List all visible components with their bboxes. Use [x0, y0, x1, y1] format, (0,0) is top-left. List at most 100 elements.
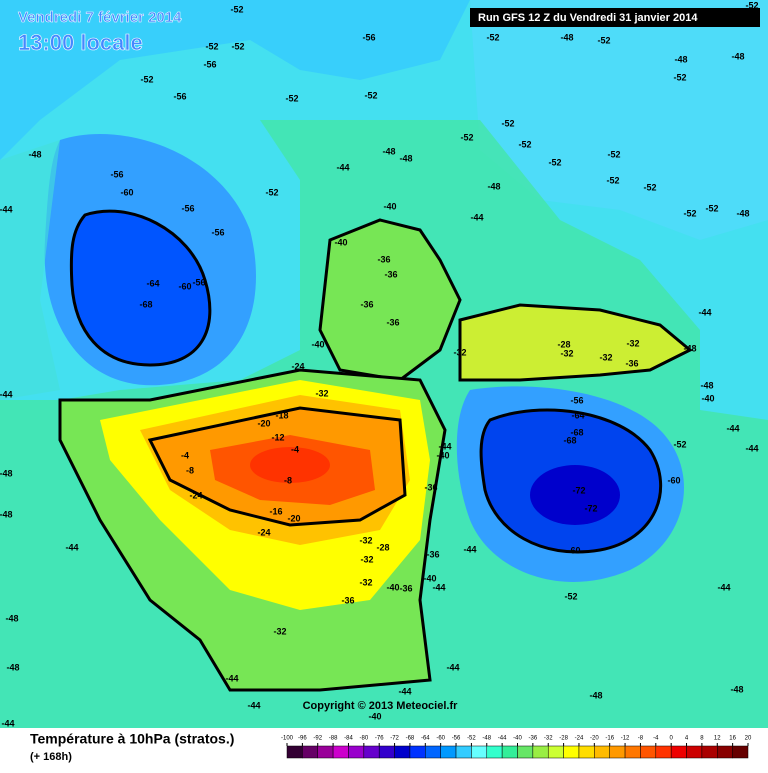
- legend-tick-label: 12: [714, 736, 721, 742]
- contour-label: -36: [341, 595, 354, 605]
- contour-label: -48: [5, 613, 18, 623]
- contour-label: -64: [146, 278, 159, 288]
- contour-label: -68: [570, 427, 583, 437]
- contour-label: -40: [311, 339, 324, 349]
- contour-label: -56: [192, 277, 205, 287]
- contour-label: -20: [287, 513, 300, 523]
- contour-label: -64: [571, 410, 584, 420]
- legend-tick-label: -52: [467, 736, 476, 742]
- contour-label: -44: [225, 673, 238, 683]
- contour-label: -56: [181, 203, 194, 213]
- legend-swatch: [378, 745, 395, 759]
- contour-label: -44: [0, 204, 13, 214]
- contour-label: -24: [257, 527, 270, 537]
- legend-swatch: [578, 745, 595, 759]
- legend-swatch: [732, 745, 749, 759]
- contour-label: -44: [0, 389, 13, 399]
- contour-label: -52: [265, 187, 278, 197]
- legend-swatch: [655, 745, 672, 759]
- contour-label: -52: [606, 175, 619, 185]
- contour-label: -60: [667, 475, 680, 485]
- contour-label: -52: [673, 72, 686, 82]
- contour-label: -52: [205, 41, 218, 51]
- contour-label: -44: [470, 212, 483, 222]
- contour-label: -52: [230, 4, 243, 14]
- legend-tick-label: -24: [575, 736, 584, 742]
- contour-label: -48: [487, 181, 500, 191]
- contour-label: -32: [315, 388, 328, 398]
- legend-swatch: [594, 745, 610, 759]
- contour-label: -12: [271, 432, 284, 442]
- contour-label: -24: [189, 490, 202, 500]
- contour-label: -18: [275, 410, 288, 420]
- contour-label: -68: [563, 435, 576, 445]
- legend-swatch: [409, 745, 426, 759]
- legend-tick-label: -12: [621, 736, 630, 742]
- legend-swatch: [286, 745, 303, 759]
- contour-label: -44: [432, 582, 445, 592]
- legend-tick-label: -4: [653, 736, 659, 742]
- contour-label: -28: [557, 339, 570, 349]
- legend-swatch: [471, 745, 488, 759]
- contour-label: -24: [291, 361, 304, 371]
- contour-label: -40: [436, 450, 449, 460]
- contour-label: -52: [548, 157, 561, 167]
- legend-swatch: [517, 745, 534, 759]
- contour-label: -44: [698, 307, 711, 317]
- contour-label: -48: [399, 153, 412, 163]
- map-date: Vendredi 7 février 2014: [18, 9, 182, 26]
- contour-label: -32: [453, 347, 466, 357]
- contour-label: -40: [368, 711, 381, 721]
- contour-label: -48: [730, 684, 743, 694]
- contour-label: -32: [599, 352, 612, 362]
- footer-title: Température à 10hPa (stratos.): [30, 731, 234, 747]
- contour-label: -48: [6, 662, 19, 672]
- legend-tick-label: -32: [544, 736, 553, 742]
- legend-tick-label: 20: [745, 736, 752, 742]
- legend-swatch: [670, 745, 687, 759]
- contour-label: -52: [501, 118, 514, 128]
- run-box: [470, 8, 760, 27]
- contour-label: -36: [384, 269, 397, 279]
- contour-label: -8: [186, 465, 194, 475]
- contour-label: -36: [424, 482, 437, 492]
- legend-swatch: [717, 745, 733, 759]
- color-legend: -100 -96 -92 -88 -84 -80 -76 -72 -68 -64 -60 -56 -52…: [281, 736, 752, 759]
- legend-swatch: [394, 745, 411, 759]
- contour-label: -52: [285, 93, 298, 103]
- legend-swatch: [486, 745, 503, 759]
- contour-label: -52: [140, 74, 153, 84]
- legend-tick-label: -76: [375, 736, 384, 742]
- contour-label: -40: [383, 201, 396, 211]
- contour-label: -56: [203, 59, 216, 69]
- legend-tick-label: -48: [482, 736, 491, 742]
- contour-label: -28: [376, 542, 389, 552]
- contour-label: -52: [564, 591, 577, 601]
- legend-tick-label: -100: [281, 736, 294, 742]
- map-time: 13:00 locale: [18, 30, 143, 55]
- legend-swatch: [348, 745, 365, 759]
- contour-label: -48: [736, 208, 749, 218]
- contour-label: -44: [1, 718, 14, 728]
- legend-tick-label: -88: [329, 736, 338, 742]
- legend-tick-label: -40: [513, 736, 522, 742]
- legend-swatch: [455, 745, 472, 759]
- legend-tick-label: 16: [729, 736, 736, 742]
- legend-swatch: [701, 745, 718, 759]
- contour-label: -48: [674, 54, 687, 64]
- legend-swatch: [363, 745, 380, 759]
- legend-swatch: [440, 745, 457, 759]
- contour-label: -52: [705, 203, 718, 213]
- contour-label: -36: [360, 299, 373, 309]
- legend-tick-label: -64: [421, 736, 430, 742]
- contour-label: -36: [386, 317, 399, 327]
- legend-swatch: [532, 745, 549, 759]
- contour-label: -72: [572, 485, 585, 495]
- legend-tick-label: -84: [344, 736, 353, 742]
- legend-swatch: [563, 745, 580, 759]
- contour-label: -32: [360, 554, 373, 564]
- legend-tick-label: 0: [669, 736, 673, 742]
- legend-swatch: [640, 745, 657, 759]
- contour-label: -48: [0, 509, 13, 519]
